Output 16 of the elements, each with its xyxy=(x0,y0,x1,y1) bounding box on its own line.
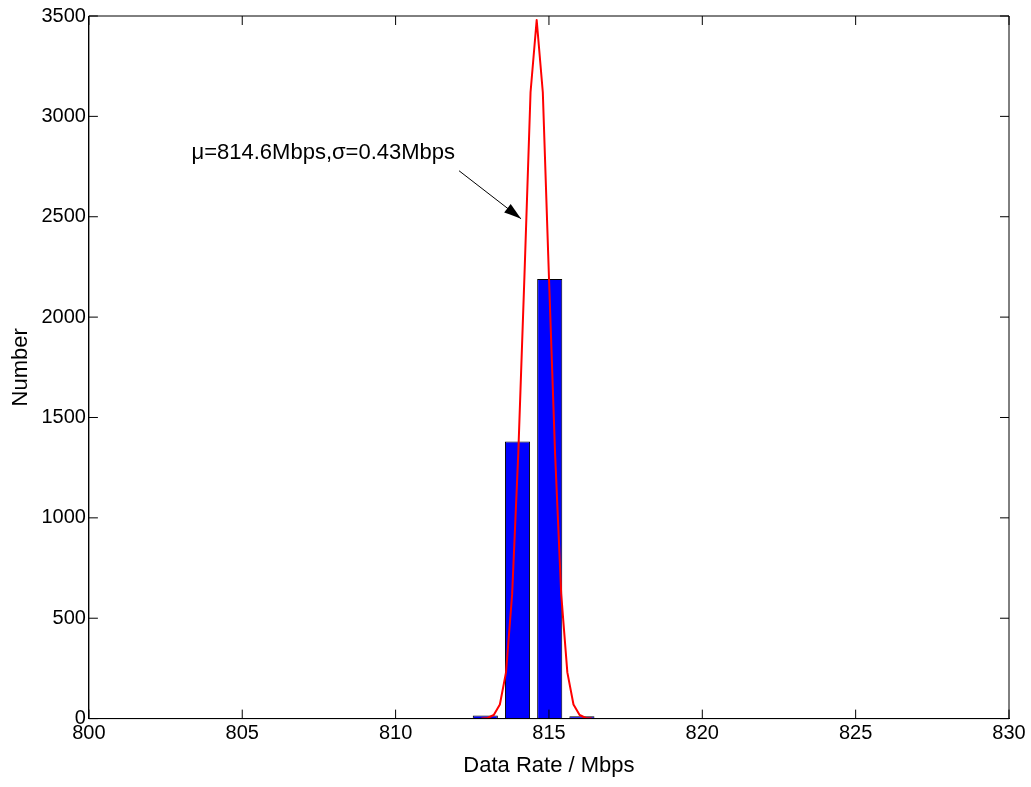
annotation: μ=814.6Mbps,σ=0.43Mbps xyxy=(191,138,456,164)
x-axis-title: Data Rate / Mbps xyxy=(463,751,635,777)
x-tick-label: 820 xyxy=(685,721,719,744)
x-tick-label: 815 xyxy=(532,721,566,744)
y-tick-label: 3500 xyxy=(41,3,86,26)
y-tick-label: 1500 xyxy=(41,405,86,427)
y-tick-label: 3000 xyxy=(41,103,86,126)
x-tick-label: 830 xyxy=(992,721,1026,744)
x-tick-label: 805 xyxy=(225,721,259,744)
y-tick-label: 2000 xyxy=(41,304,86,327)
y-tick-label: 2500 xyxy=(41,204,86,227)
y-tick-label: 1000 xyxy=(41,505,86,528)
x-tick-label: 810 xyxy=(378,721,413,744)
y-tick-label: 500 xyxy=(52,605,86,628)
x-tick-label: 825 xyxy=(838,721,873,744)
y-axis-title: Number xyxy=(7,328,33,407)
